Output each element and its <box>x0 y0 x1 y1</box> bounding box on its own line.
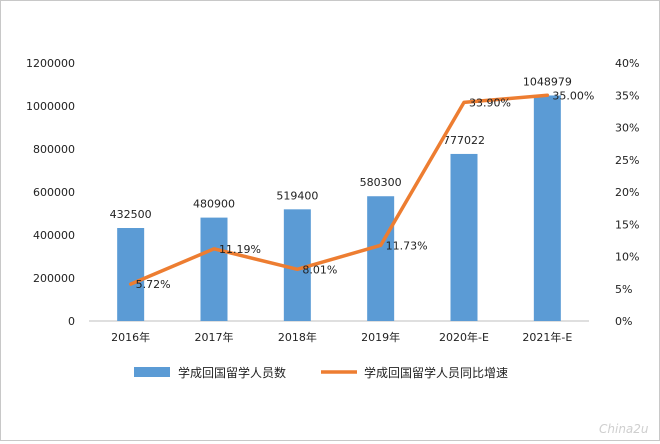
legend-bar-swatch <box>134 367 170 377</box>
left-tick-label: 600000 <box>33 186 75 199</box>
growth-rate-line <box>128 93 550 286</box>
line-value-label: 8.01% <box>302 263 337 276</box>
bar-value-label: 777022 <box>443 134 485 147</box>
left-axis-ticks: 0 200000 400000 600000 800000 1000000 1200000 <box>26 57 75 328</box>
category-label: 2016年 <box>111 330 150 344</box>
right-tick-label: 40% <box>615 57 639 70</box>
bar <box>200 217 228 321</box>
bar <box>450 153 478 321</box>
right-tick-label: 35% <box>615 89 639 102</box>
right-tick-label: 15% <box>615 218 639 231</box>
bar-series <box>117 95 561 321</box>
bar-value-label: 432500 <box>110 208 152 221</box>
category-label: 2020年-E <box>439 330 489 344</box>
bar <box>367 196 395 321</box>
right-tick-label: 20% <box>615 186 639 199</box>
right-tick-label: 30% <box>615 122 639 135</box>
legend-line-label: 学成回国留学人员同比增速 <box>364 365 508 380</box>
right-tick-label: 5% <box>615 283 632 296</box>
left-tick-label: 400000 <box>33 229 75 242</box>
bar <box>533 95 561 321</box>
watermark: China2u <box>599 422 649 436</box>
legend-bar-label: 学成回国留学人员数 <box>178 365 286 380</box>
bar-value-label: 519400 <box>276 189 318 202</box>
right-tick-label: 25% <box>615 154 639 167</box>
right-axis-ticks: 0% 5% 10% 15% 20% 25% 30% 35% 40% <box>615 57 639 328</box>
right-tick-label: 0% <box>615 315 632 328</box>
line-value-label: 11.73% <box>386 239 428 252</box>
category-label: 2021年-E <box>522 330 572 344</box>
category-label: 2019年 <box>361 330 400 344</box>
line-data-labels: 5.72% 11.19% 8.01% 11.73% 33.90% 35.00% <box>136 89 595 291</box>
line-value-label: 35.00% <box>552 89 594 102</box>
category-label: 2017年 <box>195 330 234 344</box>
left-tick-label: 1200000 <box>26 57 75 70</box>
bar-value-label: 1048979 <box>523 75 572 88</box>
bar-data-labels: 432500 480900 519400 580300 777022 1048979 <box>110 75 572 221</box>
legend: 学成回国留学人员数 学成回国留学人员同比增速 <box>134 365 508 380</box>
line-value-label: 5.72% <box>136 278 171 291</box>
bar-value-label: 580300 <box>360 176 402 189</box>
left-tick-label: 200000 <box>33 272 75 285</box>
bar-value-label: 480900 <box>193 198 235 211</box>
left-tick-label: 0 <box>68 315 75 328</box>
category-label: 2018年 <box>278 330 317 344</box>
line-value-label: 11.19% <box>219 243 261 256</box>
left-tick-label: 1000000 <box>26 100 75 113</box>
line-value-label: 33.90% <box>469 96 511 109</box>
category-labels: 2016年 2017年 2018年 2019年 2020年-E 2021年-E <box>111 330 572 344</box>
bar <box>117 228 145 321</box>
right-tick-label: 10% <box>615 251 639 264</box>
left-tick-label: 800000 <box>33 143 75 156</box>
